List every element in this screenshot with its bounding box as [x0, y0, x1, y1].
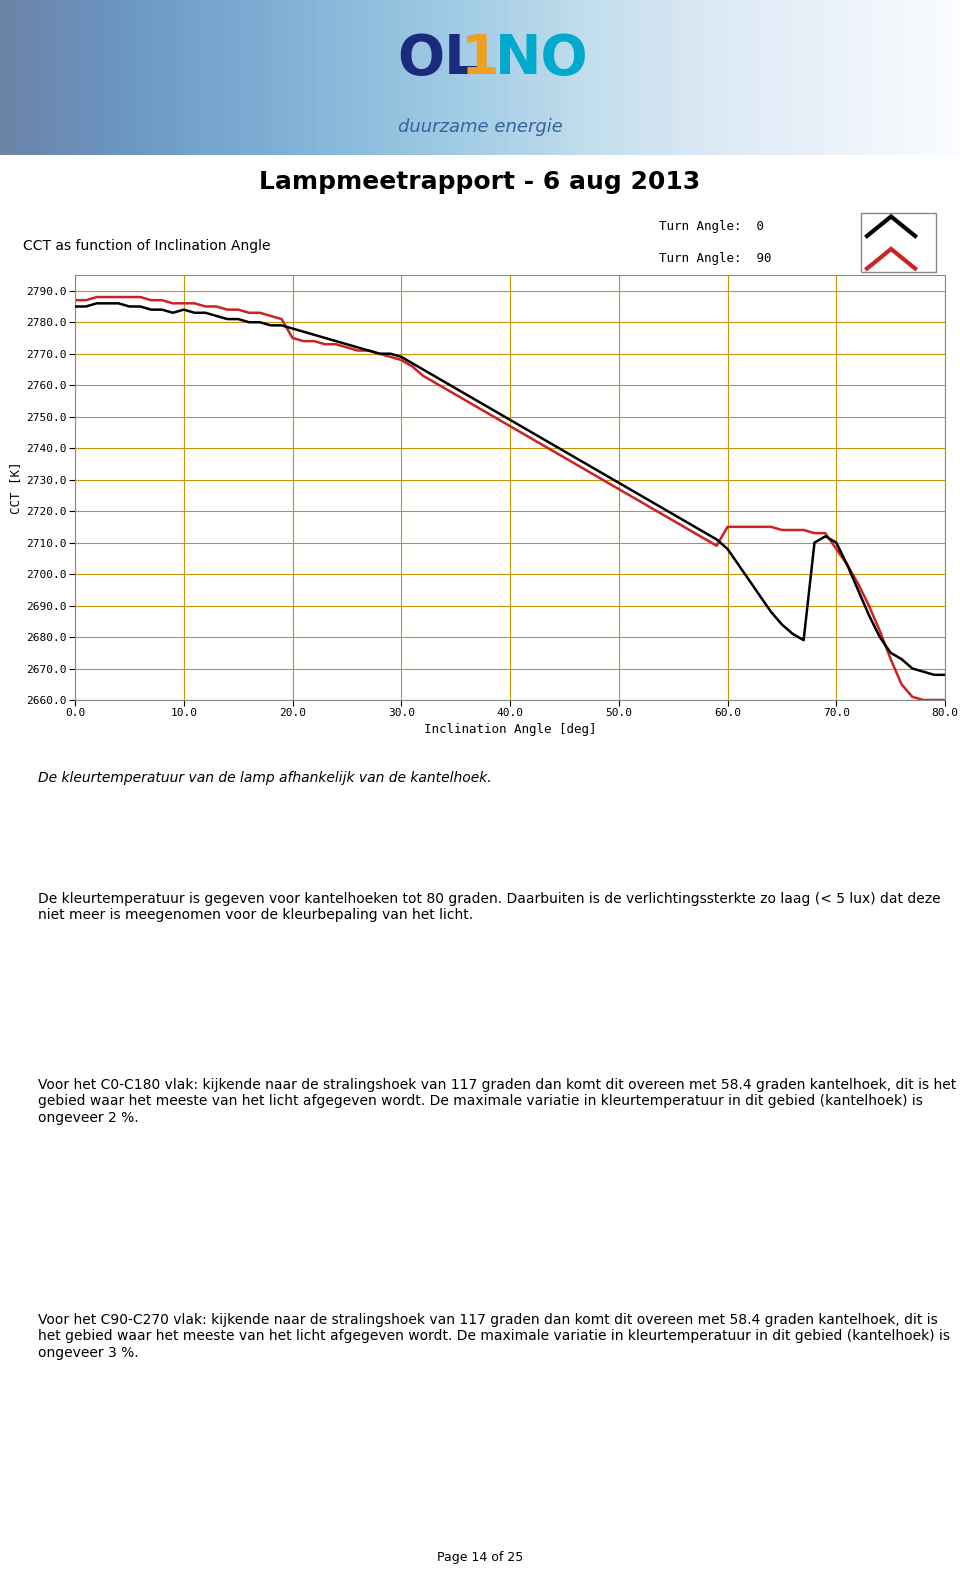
- Text: Lampmeetrapport - 6 aug 2013: Lampmeetrapport - 6 aug 2013: [259, 171, 701, 194]
- Text: Turn Angle:  90: Turn Angle: 90: [660, 253, 772, 266]
- Text: Voor het C0-C180 vlak: kijkende naar de stralingshoek van 117 graden dan komt di: Voor het C0-C180 vlak: kijkende naar de …: [38, 1078, 957, 1124]
- Text: CCT as function of Inclination Angle: CCT as function of Inclination Angle: [23, 239, 270, 253]
- Text: Turn Angle:  0: Turn Angle: 0: [660, 220, 764, 232]
- Text: Voor het C90-C270 vlak: kijkende naar de stralingshoek van 117 graden dan komt d: Voor het C90-C270 vlak: kijkende naar de…: [38, 1314, 950, 1360]
- Text: De kleurtemperatuur is gegeven voor kantelhoeken tot 80 graden. Daarbuiten is de: De kleurtemperatuur is gegeven voor kant…: [38, 892, 941, 922]
- Text: OL: OL: [397, 32, 480, 85]
- X-axis label: Inclination Angle [deg]: Inclination Angle [deg]: [423, 723, 596, 735]
- Text: De kleurtemperatuur van de lamp afhankelijk van de kantelhoek.: De kleurtemperatuur van de lamp afhankel…: [38, 770, 492, 784]
- Y-axis label: CCT [K]: CCT [K]: [9, 462, 22, 514]
- Bar: [861, 213, 936, 272]
- Text: 1: 1: [461, 32, 499, 85]
- Text: Page 14 of 25: Page 14 of 25: [437, 1551, 523, 1564]
- Text: duurzame energie: duurzame energie: [397, 119, 563, 136]
- Text: NO: NO: [494, 32, 588, 85]
